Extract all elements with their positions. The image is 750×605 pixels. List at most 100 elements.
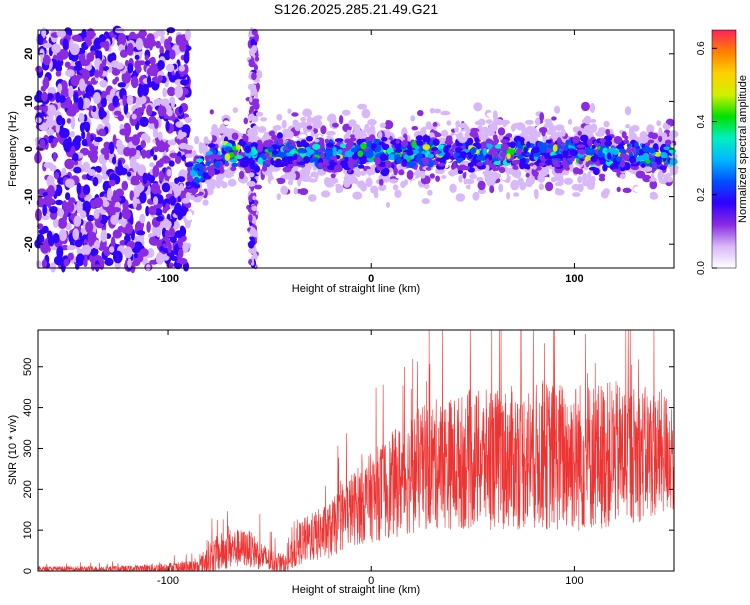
spectrogram-cell [123,146,132,157]
spectrogram-cell [441,174,447,179]
spectrogram-cell [301,139,307,144]
spectrogram-y-tick-label: 0 [23,146,35,152]
spectrogram-cell [55,199,64,206]
spectrogram-cell [205,160,212,166]
spectrogram-cell [79,210,87,219]
spectrogram-cell [563,177,574,185]
spectrogram-cell [379,122,386,128]
spectrogram-cell [320,190,331,198]
spectrogram-cell [41,91,48,102]
spectrogram-cell [453,167,458,176]
spectrogram-cell [99,63,104,76]
spectrogram-cell [500,119,510,125]
spectrogram-cell [545,181,554,192]
spectrogram-cell [619,173,626,179]
spectrogram-cell [582,179,589,187]
spectrogram-cell [383,120,394,130]
spectrogram-cell [58,95,66,103]
spectrogram-cell [458,137,467,144]
spectrogram-cell [82,69,90,81]
spectrogram-cell [394,154,401,161]
spectrogram-cell [148,41,153,51]
spectrogram-cell [476,176,484,182]
spectrogram-cell [622,154,630,161]
spectrogram-cell [102,173,109,180]
spectrogram-cell [246,180,256,187]
spectrogram-cell [417,110,424,117]
spectrogram-cell [380,116,386,125]
spectrogram-cell [59,127,69,139]
spectrogram-cell [553,163,561,168]
spectrogram-cell [634,141,639,148]
spectrogram-cell [562,157,567,166]
spectrogram-cell [515,148,523,156]
spectrogram-cell [344,150,354,158]
spectrogram-cell [126,42,134,56]
spectrogram-cell [532,146,541,153]
spectrogram-cell [539,195,547,200]
spectrogram-cell [66,118,72,124]
spectrogram-cell [126,94,134,106]
spectrogram-cell [148,236,157,246]
spectrogram-cell [455,193,466,202]
spectrogram-cell [133,185,141,198]
spectrogram-cell [373,191,379,199]
spectrogram-cell [562,149,569,157]
spectrogram-cell [338,115,344,125]
colorbar-tick-label: 0.2 [696,187,707,201]
spectrogram-cell [153,130,159,139]
spectrogram-cell [513,135,523,144]
spectrogram-cell [35,65,43,73]
spectrogram-cell [224,162,230,167]
spectrogram-cell [474,137,480,143]
spectrogram-cell [81,138,89,147]
spectrogram-cell [492,164,497,172]
spectrogram-cell [434,150,439,155]
spectrogram-cell [254,200,259,205]
spectrogram-cell [169,195,177,206]
spectrogram-cell [113,110,122,116]
colorbar-tick-label: 0.0 [696,261,707,275]
spectrogram-cell [185,162,194,168]
spectrogram-cell [153,98,163,105]
snr-y-tick-label: 500 [22,358,34,376]
spectrogram-cell [609,114,614,119]
spectrogram-cell [283,156,291,161]
spectrogram-cell [475,142,482,150]
spectrogram-cell [252,125,259,131]
spectrogram-cell [458,174,463,183]
spectrogram-cell [330,173,336,179]
spectrogram-cell [624,106,632,116]
spectrogram-cell [525,172,530,178]
spectrogram-cell [107,65,113,73]
spectrogram-cell [107,53,116,63]
spectrogram-cell [317,162,324,169]
spectrogram-cell [381,136,388,142]
spectrogram-cell [607,152,612,160]
spectrogram-cell [598,127,607,134]
spectrogram-cell [366,168,372,174]
spectrogram-cell [587,138,593,147]
spectrogram-cell [250,142,259,149]
spectrogram-cell [272,150,279,155]
spectrogram-cell [260,117,267,122]
spectrogram-cell [390,140,398,145]
spectrogram-cell [473,102,483,112]
spectrogram-cell [248,194,253,203]
spectrogram-cell [52,218,59,229]
snr-x-tick-label: 100 [565,575,583,587]
spectrogram-cell [655,156,660,161]
spectrogram-cell [262,165,268,172]
spectrogram-cell [73,166,82,174]
spectrogram-cell [419,170,426,178]
spectrogram-cell [587,171,592,181]
spectrogram-cell [193,197,202,203]
spectrogram-cell [251,115,259,123]
spectrogram-cell [317,169,327,176]
spectrogram-cell [224,146,233,152]
spectrogram-cell [81,130,86,140]
spectrogram-cell [124,246,133,259]
spectrogram-cell [388,154,396,161]
spectrogram-cell [174,230,184,239]
